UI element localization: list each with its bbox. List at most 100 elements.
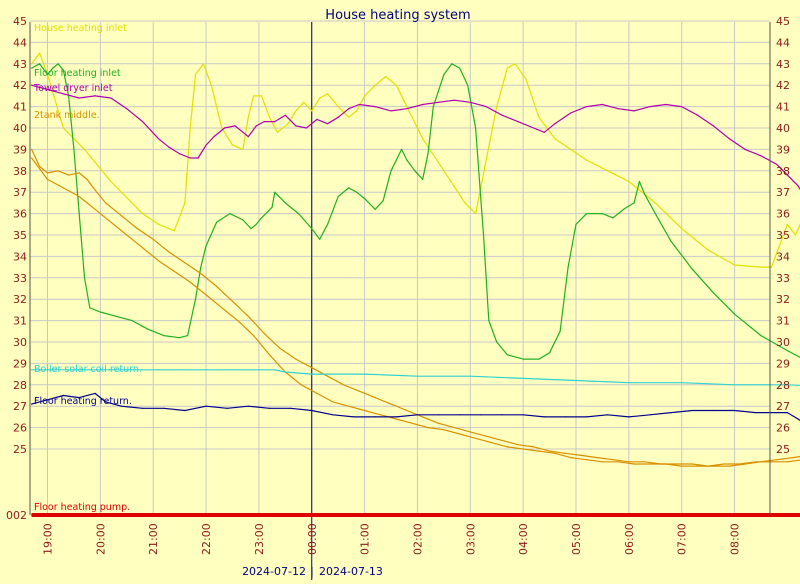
data-point [305,127,308,129]
data-point [142,121,144,123]
data-point [385,76,387,78]
data-point [205,245,207,247]
data-point [229,213,231,215]
data-point [549,352,551,354]
data-point [543,131,545,133]
data-point [525,78,527,80]
data-point [337,195,339,198]
data-point [453,427,455,429]
data-point [670,412,672,414]
data-point [554,452,556,454]
data-point [633,463,635,465]
data-point [62,187,64,189]
data-point [488,320,490,322]
data-point [231,144,234,146]
x-tick-label: 00:00 [306,523,319,555]
data-point [213,136,215,138]
data-point [379,414,382,416]
y-tick-label-left: 31 [13,315,27,328]
data-point [358,103,360,106]
data-point [649,414,651,416]
data-point [697,114,699,116]
y-tick-label-right: 34 [776,250,790,263]
legend-label: 2tank middle. [34,110,100,121]
legend-label: House heating inlet [34,23,127,34]
data-point [297,213,300,215]
data-point [231,369,234,371]
data-point [586,459,588,461]
data-point [62,69,64,71]
data-point [200,266,202,268]
data-point [364,198,366,200]
data-point [464,202,466,204]
data-point [46,178,49,180]
y-tick-label-right: 41 [776,101,790,114]
data-point [157,138,160,140]
data-point [247,315,249,317]
legend-label: Floor heating pump. [34,502,130,513]
data-point [554,123,556,125]
y-tick-label-left: 28 [13,379,27,392]
data-point [31,514,33,516]
data-point [623,208,625,210]
y-tick-label-right: 33 [776,272,790,285]
data-point [356,191,358,193]
data-point [253,335,255,337]
data-point [459,67,461,69]
data-point [332,401,334,403]
data-point [242,131,244,133]
y-tick-label-right: 38 [776,165,790,178]
data-point [406,159,408,161]
x-tick-label: 08:00 [729,523,742,555]
data-point [327,123,329,125]
data-point [78,97,80,99]
data-point [197,157,199,159]
data-point [459,433,461,435]
data-point [501,114,503,116]
y-tick-label-right: 26 [776,422,790,435]
data-point [728,138,730,140]
grid-lines [30,20,770,580]
data-point [268,407,271,409]
data-point [786,384,789,386]
data-point [554,138,556,140]
data-point [110,221,112,223]
data-point [406,409,408,412]
x-tick-label: 03:00 [464,523,477,555]
data-point [142,407,144,409]
data-point [78,172,80,174]
data-point [46,172,49,174]
data-point [364,409,366,412]
data-point [234,125,236,127]
data-point [242,148,244,150]
data-point [480,414,482,416]
data-point [617,461,619,463]
data-point [284,114,286,116]
data-point [263,121,265,123]
data-point [46,73,49,76]
data-point [126,234,128,236]
data-point [514,63,516,65]
y-tick-label-right: 27 [776,400,790,413]
data-point [105,401,107,403]
data-point [390,170,392,172]
data-point [628,461,630,463]
data-point [395,418,397,420]
data-point [586,159,588,161]
data-point [255,223,257,225]
data-point [712,409,715,412]
data-point [94,392,96,394]
data-point [538,116,540,118]
x-tick-label: 22:00 [200,523,213,555]
data-point [168,146,170,148]
data-point [522,414,524,416]
data-point [62,394,64,397]
data-point [194,298,197,300]
y-tick-label-right: 30 [776,336,790,349]
data-point [205,405,207,407]
y-tick-label-left: 33 [13,272,27,285]
data-point [675,463,678,465]
data-point [83,277,86,279]
data-point [94,189,96,191]
data-point [549,450,551,452]
